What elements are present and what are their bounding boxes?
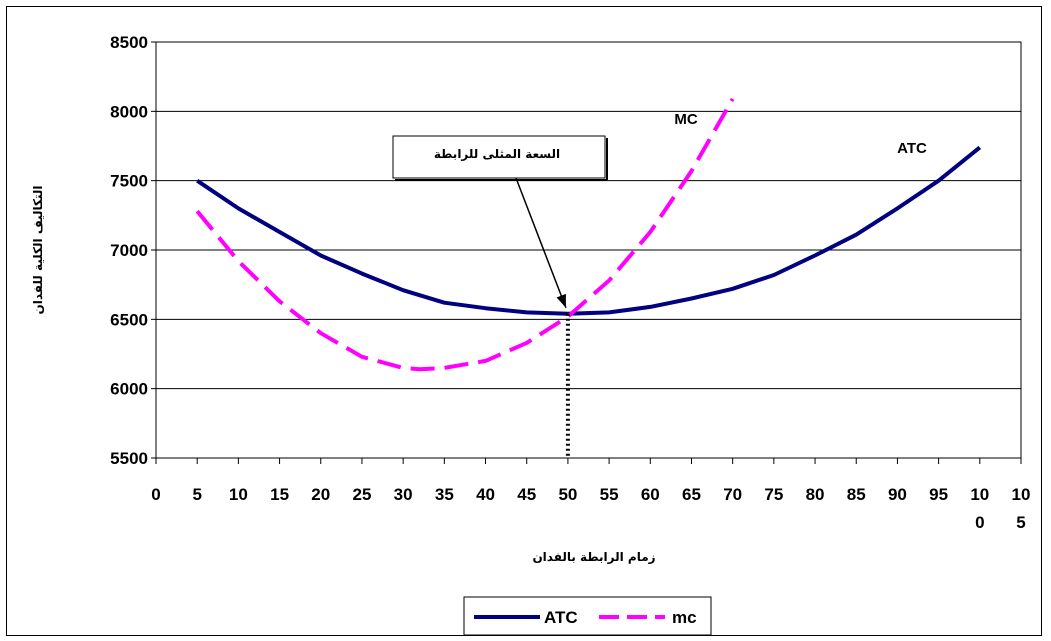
x-tick-label: 50 — [558, 485, 577, 504]
x-tick-label: 65 — [682, 485, 701, 504]
x-tick-label: 35 — [435, 485, 454, 504]
y-tick-label: 5500 — [110, 449, 148, 468]
x-tick-label: 15 — [270, 485, 289, 504]
y-tick-label: 7500 — [110, 172, 148, 191]
annotation-box — [392, 135, 606, 179]
x-tick-label: 45 — [517, 485, 536, 504]
x-tick-label: 75 — [764, 485, 783, 504]
series-line-mc — [195, 97, 735, 372]
x-tick-label: 85 — [847, 485, 866, 504]
x-tick-label: 10 — [1012, 485, 1031, 504]
y-tick-label: 6500 — [110, 310, 148, 329]
x-tick-label: 25 — [352, 485, 371, 504]
x-tick-label: 90 — [888, 485, 907, 504]
x-tick-label: 30 — [394, 485, 413, 504]
x-tick-label: 60 — [641, 485, 660, 504]
series-label-mc: MC — [674, 111, 697, 128]
y-tick-label: 7000 — [110, 241, 148, 260]
y-axis-title: التكاليف الكلية للفدان — [31, 185, 45, 314]
x-tick-label: 95 — [929, 485, 948, 504]
series-line-atc — [196, 145, 982, 316]
y-tick-label: 6000 — [110, 380, 148, 399]
legend-label-mc: mc — [672, 608, 697, 627]
x-tick-label: 20 — [311, 485, 330, 504]
x-tick-label: 10 — [229, 485, 248, 504]
x-tick-label: 5 — [192, 485, 201, 504]
x-axis-title: زمام الرابطة بالفدان — [532, 550, 655, 565]
x-tick-label: 55 — [600, 485, 619, 504]
x-tick-label: 0 — [975, 513, 984, 532]
legend-label-atc: ATC — [544, 608, 578, 627]
annotation-arrow — [515, 177, 567, 309]
x-tick-label: 10 — [970, 485, 989, 504]
annotation-arrowhead — [556, 293, 566, 308]
x-tick-label: 5 — [1016, 513, 1025, 532]
x-tick-label: 70 — [723, 485, 742, 504]
y-tick-label: 8000 — [110, 102, 148, 121]
x-tick-label: 40 — [476, 485, 495, 504]
y-tick-label: 8500 — [110, 33, 148, 52]
series-label-atc: ATC — [897, 140, 927, 157]
annotation-label: السعة المثلى للرابطة — [434, 147, 560, 161]
x-tick-label: 0 — [151, 485, 160, 504]
x-tick-label: 80 — [806, 485, 825, 504]
